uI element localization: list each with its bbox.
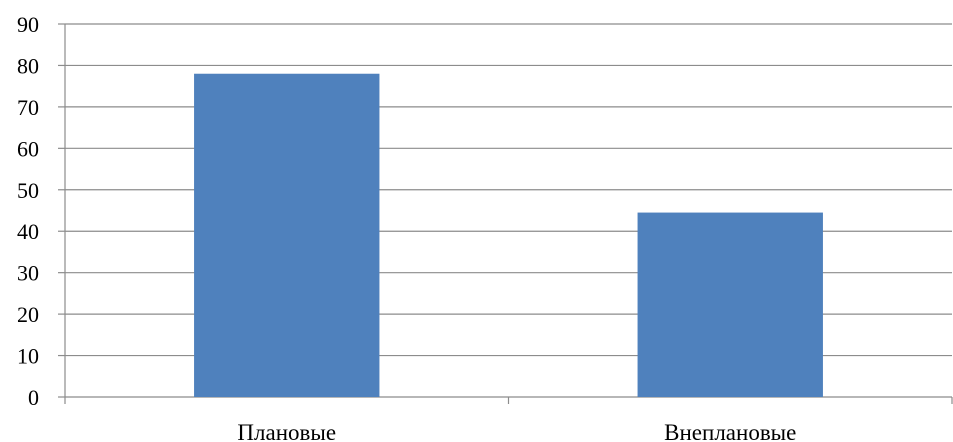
y-tick-labels: 0 10 20 30 40 50 60 70 80 90 <box>17 12 39 410</box>
bar-unplanned <box>637 212 823 397</box>
y-tick-label: 50 <box>17 178 39 203</box>
y-tick-label: 90 <box>17 12 39 37</box>
bar-planned <box>194 73 380 397</box>
x-category-labels: Плановые Внеплановые <box>237 420 796 442</box>
y-tick-label: 20 <box>17 302 39 327</box>
y-tick-label: 30 <box>17 261 39 286</box>
y-tick-label: 40 <box>17 219 39 244</box>
x-category-label: Внеплановые <box>664 420 796 442</box>
y-tick-label: 70 <box>17 95 39 120</box>
x-category-label: Плановые <box>237 420 336 442</box>
y-tick-label: 0 <box>28 385 39 410</box>
bars <box>194 73 823 397</box>
y-tick-label: 10 <box>17 344 39 369</box>
y-tick-label: 60 <box>17 136 39 161</box>
y-tick-label: 80 <box>17 53 39 78</box>
